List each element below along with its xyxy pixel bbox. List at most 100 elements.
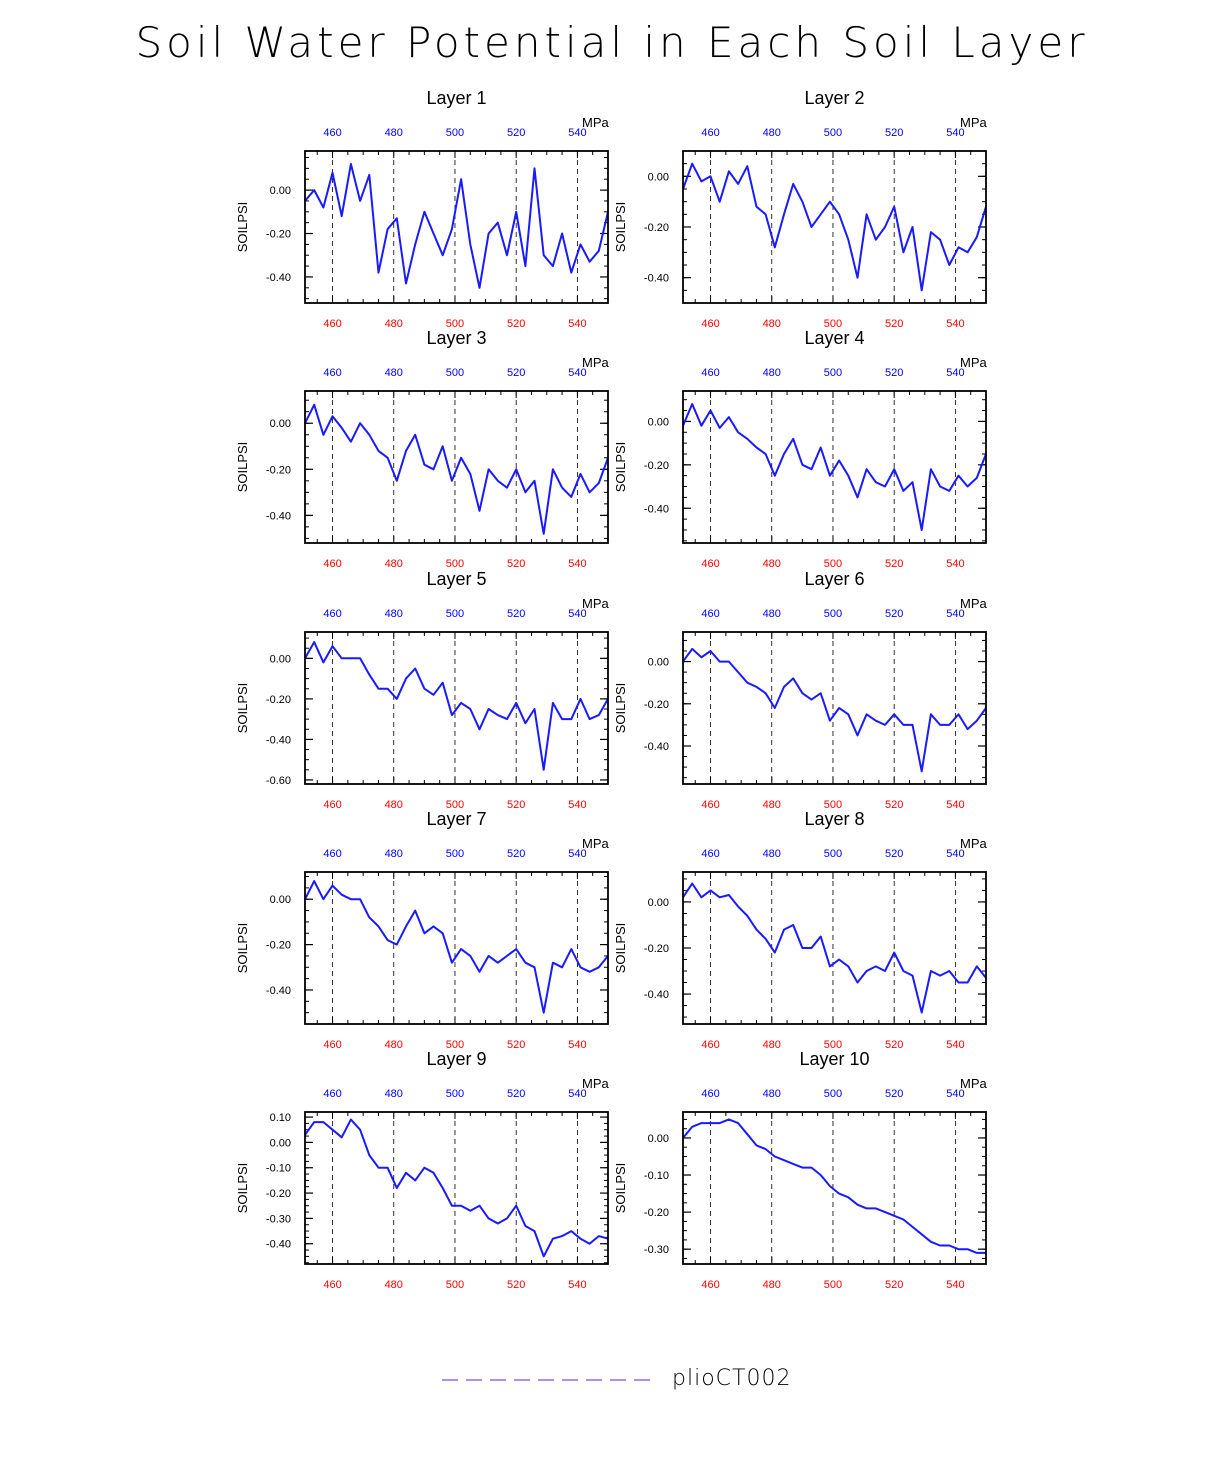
x-tick-label-bottom: 480 [385, 1039, 403, 1051]
panel-title: Layer 2 [804, 88, 864, 108]
panel-7: Layer 7 0.00 -0.20 -0.40 460 460 480 480 500 500 5… [235, 809, 610, 1051]
x-tick-label-top: 540 [568, 848, 586, 860]
series-line [304, 403, 609, 535]
x-tick-label-bottom: 520 [885, 799, 903, 811]
x-tick-label-top: 520 [507, 127, 525, 139]
x-tick-label-top: 480 [763, 367, 781, 379]
x-tick-label-top: 500 [824, 848, 842, 860]
y-tick-label: -0.10 [644, 1170, 669, 1182]
x-tick-label-bottom: 460 [701, 799, 719, 811]
x-tick-label-bottom: 460 [323, 1279, 341, 1291]
x-tick-label-bottom: 480 [385, 558, 403, 570]
y-axis-label: SOILPSI [613, 202, 628, 253]
x-tick-label-bottom: 480 [385, 318, 403, 330]
x-tick-label-top: 520 [885, 1088, 903, 1100]
y-tick-label: -0.40 [644, 273, 669, 285]
x-tick-label-top: 520 [885, 608, 903, 620]
x-tick-label-bottom: 540 [946, 558, 964, 570]
y-tick-label: -0.20 [266, 694, 291, 706]
x-tick-label-top: 460 [323, 1088, 341, 1100]
x-tick-label-bottom: 460 [323, 1039, 341, 1051]
x-tick-label-top: 540 [568, 608, 586, 620]
y-axis-label: SOILPSI [235, 202, 250, 253]
y-tick-label: -0.10 [266, 1163, 291, 1175]
x-tick-label-bottom: 500 [824, 318, 842, 330]
top-axis-unit: MPa [960, 355, 988, 370]
y-tick-label: -0.40 [644, 741, 669, 753]
series-line [304, 163, 609, 289]
panel-title: Layer 7 [426, 809, 486, 829]
x-tick-label-bottom: 520 [885, 1039, 903, 1051]
y-tick-label: -0.40 [266, 734, 291, 746]
top-axis-unit: MPa [960, 596, 988, 611]
x-tick-label-bottom: 460 [323, 318, 341, 330]
panel-10: Layer 10 0.00 -0.10 -0.20 -0.30 460 460 480 480 5… [613, 1049, 988, 1291]
y-tick-label: -0.40 [266, 1239, 291, 1251]
x-tick-label-bottom: 540 [568, 1039, 586, 1051]
panel-title: Layer 6 [804, 569, 864, 589]
y-tick-label: -0.40 [266, 985, 291, 997]
panel-1: Layer 1 0.00 -0.20 -0.40 460 460 480 480 500 500 5… [235, 88, 610, 330]
series-line [682, 882, 987, 1014]
x-tick-label-bottom: 540 [568, 558, 586, 570]
x-tick-label-top: 480 [385, 608, 403, 620]
x-tick-label-top: 460 [701, 608, 719, 620]
top-axis-unit: MPa [960, 115, 988, 130]
top-axis-unit: MPa [582, 355, 610, 370]
y-axis-label: SOILPSI [613, 923, 628, 974]
x-tick-label-bottom: 500 [824, 558, 842, 570]
x-tick-label-top: 480 [385, 127, 403, 139]
x-tick-label-top: 540 [946, 608, 964, 620]
y-tick-label: 0.00 [648, 657, 669, 669]
plot-frame [304, 1111, 609, 1265]
x-tick-label-top: 520 [885, 367, 903, 379]
x-tick-label-bottom: 520 [507, 1279, 525, 1291]
y-tick-label: 0.00 [270, 653, 291, 665]
y-tick-label: 0.00 [270, 185, 291, 197]
x-tick-label-bottom: 500 [824, 1039, 842, 1051]
x-tick-label-top: 480 [763, 848, 781, 860]
y-tick-label: -0.20 [266, 464, 291, 476]
x-tick-label-bottom: 480 [763, 1039, 781, 1051]
y-tick-label: 0.00 [270, 1137, 291, 1149]
y-tick-label: -0.20 [644, 222, 669, 234]
y-axis-label: SOILPSI [235, 442, 250, 493]
x-tick-label-top: 480 [385, 367, 403, 379]
chart-main-title: Soil Water Potential in Each Soil Layer [135, 18, 1089, 67]
x-tick-label-top: 520 [507, 608, 525, 620]
x-tick-label-top: 460 [701, 1088, 719, 1100]
plot-frame [682, 871, 987, 1025]
series-line [682, 162, 987, 292]
x-tick-label-bottom: 480 [385, 1279, 403, 1291]
x-tick-label-bottom: 520 [507, 1039, 525, 1051]
x-tick-label-top: 500 [824, 367, 842, 379]
y-tick-label: 0.00 [648, 1133, 669, 1145]
x-tick-label-bottom: 520 [507, 318, 525, 330]
plot-frame [682, 631, 987, 785]
y-tick-label: -0.30 [644, 1244, 669, 1256]
x-tick-label-bottom: 480 [385, 799, 403, 811]
panel-2: Layer 2 0.00 -0.20 -0.40 460 460 480 480 500 500 5… [613, 88, 988, 330]
x-tick-label-top: 500 [446, 127, 464, 139]
plot-frame [304, 871, 609, 1025]
x-tick-label-top: 460 [323, 848, 341, 860]
x-tick-label-top: 540 [568, 367, 586, 379]
x-tick-label-bottom: 540 [568, 318, 586, 330]
y-tick-label: 0.00 [648, 416, 669, 428]
panel-title: Layer 8 [804, 809, 864, 829]
x-tick-label-bottom: 480 [763, 1279, 781, 1291]
top-axis-unit: MPa [582, 836, 610, 851]
top-axis-unit: MPa [582, 1076, 610, 1091]
plot-frame [304, 390, 609, 544]
x-tick-label-bottom: 460 [701, 1039, 719, 1051]
x-tick-label-bottom: 480 [763, 558, 781, 570]
x-tick-label-top: 540 [946, 1088, 964, 1100]
panel-4: Layer 4 0.00 -0.20 -0.40 460 460 480 480 500 500 5… [613, 328, 988, 570]
y-tick-label: -0.20 [644, 460, 669, 472]
x-tick-label-top: 460 [701, 367, 719, 379]
x-tick-label-top: 460 [323, 127, 341, 139]
x-tick-label-bottom: 540 [568, 1279, 586, 1291]
x-tick-label-bottom: 520 [885, 318, 903, 330]
x-tick-label-top: 460 [701, 848, 719, 860]
x-tick-label-bottom: 500 [446, 558, 464, 570]
